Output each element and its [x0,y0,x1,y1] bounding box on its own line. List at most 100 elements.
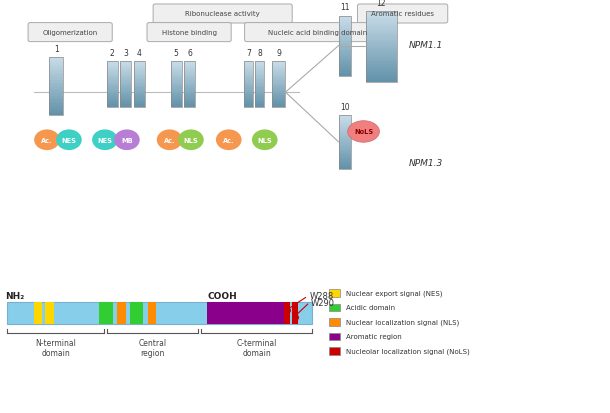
FancyBboxPatch shape [28,24,112,43]
Bar [107,83,118,85]
Text: Nuclear export signal (NES): Nuclear export signal (NES) [346,290,443,297]
Bar [134,62,145,63]
Bar [184,70,195,71]
Bar [255,90,264,92]
Bar [255,82,264,83]
Bar [272,97,285,98]
Bar [339,19,351,21]
Bar [339,128,351,129]
Bar [134,78,145,79]
Bar [339,160,351,161]
Bar [255,73,264,74]
Bar [244,74,253,76]
Bar [171,88,182,89]
Bar [329,290,340,297]
Ellipse shape [114,130,140,151]
Bar [366,33,396,35]
Bar [366,70,396,72]
Text: 12: 12 [376,0,386,8]
Bar [120,74,131,76]
Bar [244,65,253,66]
Bar [272,86,285,87]
Bar [339,42,351,43]
Bar [107,66,118,68]
Bar [134,94,145,95]
Text: W290: W290 [311,298,335,307]
Bar [107,64,118,65]
Bar [171,104,182,105]
Bar [255,86,264,87]
Bar [339,149,351,151]
Bar [120,77,131,78]
Bar [171,89,182,90]
Bar [134,83,145,85]
Bar [184,71,195,72]
Bar [255,87,264,88]
Bar [184,66,195,68]
Bar [207,303,287,324]
Bar [184,98,195,100]
Text: 8: 8 [257,49,262,58]
Text: Nucleic acid binding domain: Nucleic acid binding domain [268,30,367,36]
Bar [255,89,264,90]
Bar [272,96,285,97]
Bar [339,50,351,51]
Bar [339,23,351,24]
Bar [184,90,195,92]
Bar [120,65,131,66]
Bar [184,100,195,102]
Bar [49,58,63,116]
Bar [284,303,290,324]
Bar [339,138,351,140]
Text: Ac.: Ac. [41,138,52,143]
Bar [184,83,195,85]
Bar [171,103,182,104]
Bar [171,102,182,103]
FancyBboxPatch shape [245,24,390,43]
Bar [244,103,253,104]
Text: 11: 11 [340,3,350,12]
Bar [255,105,264,106]
Bar [49,110,63,112]
Bar [272,100,285,101]
Bar [184,96,195,97]
Text: Central
region: Central region [138,338,167,358]
Text: NES: NES [62,138,76,143]
Bar [339,152,351,153]
Bar [255,91,264,93]
Bar [134,69,145,70]
Bar [134,66,145,68]
Bar [339,28,351,30]
Bar [272,77,285,78]
Bar [244,87,253,88]
Bar [184,72,195,74]
Bar [49,109,63,110]
Bar [120,78,131,79]
Bar [244,72,253,74]
FancyBboxPatch shape [153,5,292,24]
Bar [339,57,351,59]
Bar [49,64,63,65]
Text: Ac.: Ac. [223,138,234,143]
Bar [272,65,285,66]
FancyBboxPatch shape [147,24,231,43]
Bar [339,145,351,147]
Bar [107,87,118,88]
Bar [184,87,195,88]
Bar [272,74,285,76]
Bar [244,62,253,63]
Bar [339,30,351,31]
Bar [272,76,285,77]
Bar [120,80,131,81]
Text: NLS: NLS [184,138,198,143]
Bar [244,102,253,103]
Bar [339,47,351,48]
Bar [272,87,285,88]
Bar [134,85,145,86]
Bar [339,72,351,74]
Bar [366,77,396,79]
Bar [244,62,253,107]
Bar [134,102,145,103]
Bar [49,84,63,85]
Bar [107,70,118,71]
